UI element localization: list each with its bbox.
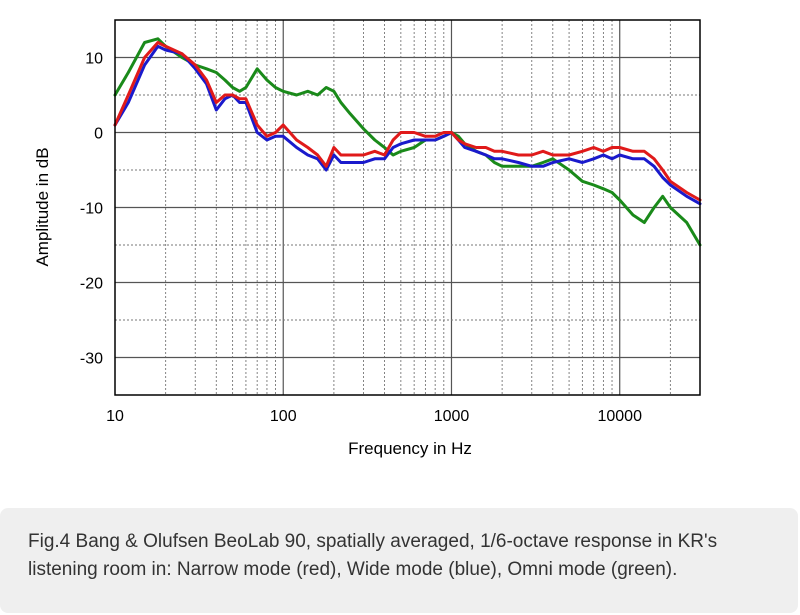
y-tick-label: -10 xyxy=(80,201,103,218)
x-axis-label: Frequency in Hz xyxy=(348,439,472,458)
x-tick-label: 100 xyxy=(270,408,297,425)
x-tick-labels: 10 100 1000 10000 xyxy=(106,408,642,425)
y-tick-label: 0 xyxy=(94,126,103,143)
x-tick-label: 10000 xyxy=(597,408,642,425)
y-tick-label: -30 xyxy=(80,351,103,368)
series-line-omni-mode xyxy=(113,37,702,247)
y-tick-labels: 10 0 -10 -20 -30 xyxy=(80,51,103,368)
y-tick-label: 10 xyxy=(85,51,103,68)
caption-line-1: Fig.4 Bang & Olufsen BeoLab 90, spatiall… xyxy=(28,531,718,552)
caption-line-2: listening room in: Narrow mode (red), Wi… xyxy=(28,559,678,580)
series-line-wide-mode xyxy=(113,44,702,206)
series-group xyxy=(113,37,702,247)
plot-frame xyxy=(114,19,701,396)
grid xyxy=(115,20,700,395)
y-axis-label: Amplitude in dB xyxy=(33,147,52,266)
x-tick-label: 10 xyxy=(106,408,124,425)
y-tick-label: -20 xyxy=(80,276,103,293)
x-tick-label: 1000 xyxy=(434,408,470,425)
series-line-narrow-mode xyxy=(113,41,702,202)
frequency-response-chart: 10 100 1000 10000 100-10-20-30 Frequency in… xyxy=(33,19,702,458)
figure-caption: Fig.4 Bang & Olufsen BeoLab 90, spatiall… xyxy=(0,508,798,613)
